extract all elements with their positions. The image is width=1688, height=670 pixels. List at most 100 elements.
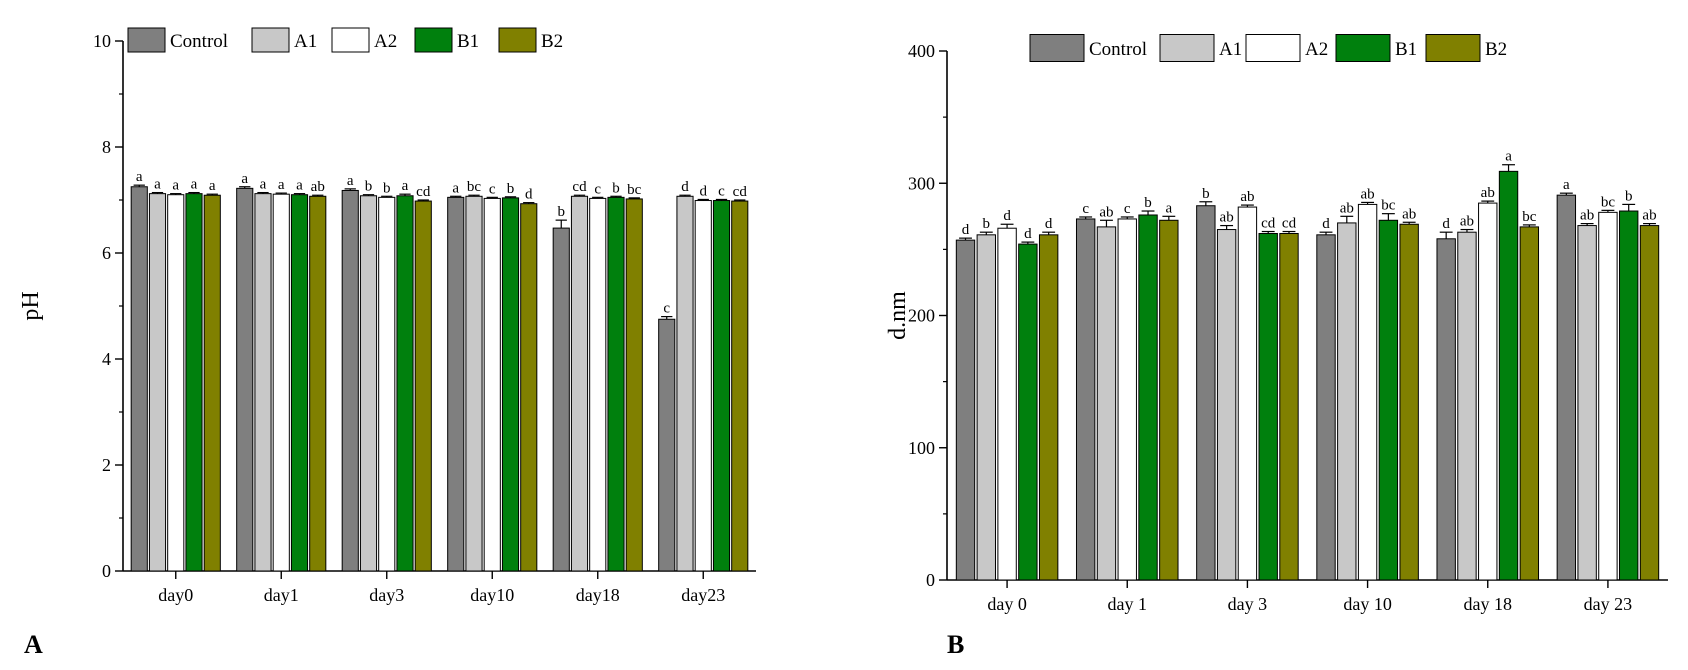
- significance-letter: ab: [1240, 189, 1254, 205]
- panel-label: B: [947, 630, 964, 659]
- significance-letter: cd: [1261, 216, 1276, 232]
- significance-letter: d: [962, 222, 970, 238]
- bar-a1-day23: [676, 195, 694, 572]
- significance-letter: d: [525, 187, 533, 203]
- y-axis-label: d.nm: [885, 291, 911, 340]
- bar-control-day-1: [1075, 218, 1096, 581]
- x-tick-label: day 23: [1584, 594, 1633, 614]
- y-tick-label: 6: [102, 243, 111, 263]
- bar-a1-day-1: [1096, 226, 1117, 581]
- significance-letter: bc: [627, 182, 642, 198]
- legend-label-b1: B1: [1395, 39, 1417, 60]
- bar-control-day3: [341, 189, 359, 572]
- significance-letter: d: [1045, 216, 1053, 232]
- significance-letter: a: [241, 171, 248, 187]
- bar-b1-day1: [290, 194, 309, 572]
- significance-letter: ab: [1340, 200, 1354, 216]
- bar-control-day18: [552, 227, 570, 572]
- bar-b2-day-1: [1159, 219, 1179, 581]
- bar-b2-day23: [731, 200, 749, 572]
- bar-b1-day23: [712, 200, 731, 572]
- significance-letter: b: [983, 216, 991, 232]
- x-tick-label: day0: [158, 585, 193, 605]
- significance-letter: c: [663, 301, 670, 317]
- significance-letter: bc: [1522, 209, 1537, 225]
- bar-control-day-3: [1196, 205, 1216, 581]
- significance-letter: b: [1202, 186, 1210, 202]
- bar-a1-day0: [148, 193, 167, 572]
- significance-letter: a: [278, 177, 285, 193]
- bar-b1-day3: [396, 195, 414, 572]
- x-tick-label: day 1: [1108, 594, 1148, 614]
- legend-swatch-b2: [498, 27, 537, 53]
- bar-a1-day-18: [1457, 231, 1477, 581]
- significance-letter: a: [296, 178, 303, 194]
- bar-b1-day10: [501, 197, 520, 572]
- significance-letter: b: [507, 181, 515, 197]
- significance-letter: ab: [1360, 186, 1374, 202]
- significance-letter: cd: [572, 179, 587, 195]
- significance-letter: d: [681, 179, 689, 195]
- legend-swatch-a2: [331, 27, 370, 53]
- legend: Control A1 A2 B1 B2: [127, 27, 563, 53]
- significance-letter: b: [365, 179, 373, 195]
- significance-letter: a: [1563, 177, 1570, 193]
- significance-letter: c: [1082, 201, 1089, 217]
- y-tick-label: 400: [908, 41, 935, 61]
- bar-b2-day10: [520, 203, 538, 572]
- bar-a2-day-0: [997, 227, 1017, 581]
- bar-b2-day1: [309, 195, 327, 572]
- significance-letter: b: [612, 180, 620, 196]
- significance-letter: a: [1505, 149, 1512, 165]
- y-tick-label: 4: [102, 349, 111, 369]
- panel-label: A: [24, 630, 43, 659]
- y-tick-label: 0: [926, 570, 935, 590]
- bar-control-day-18: [1436, 238, 1456, 581]
- significance-letter: cd: [1282, 216, 1297, 232]
- bar-control-day-10: [1316, 234, 1336, 581]
- significance-letter: c: [594, 181, 601, 197]
- significance-letter: b: [383, 180, 391, 196]
- x-tick-label: day3: [369, 585, 404, 605]
- bar-b1-day-0: [1018, 243, 1038, 581]
- bar-a1-day-10: [1337, 222, 1357, 581]
- y-tick-label: 8: [102, 137, 111, 157]
- x-tick-label: day10: [470, 585, 514, 605]
- x-tick-label: day 10: [1343, 594, 1392, 614]
- bar-b1-day-18: [1498, 170, 1519, 581]
- legend-label-a1: A1: [294, 31, 317, 52]
- significance-letter: ab: [1580, 208, 1594, 224]
- legend-label-b1: B1: [457, 31, 479, 52]
- x-tick-label: day 18: [1464, 594, 1513, 614]
- bar-b1-day-3: [1258, 233, 1278, 581]
- significance-letter: c: [1124, 201, 1131, 217]
- legend-label-control: Control: [170, 31, 228, 52]
- x-tick-label: day18: [576, 585, 620, 605]
- y-tick-label: 100: [908, 438, 935, 458]
- x-tick-label: day23: [681, 585, 725, 605]
- legend: Control A1 A2 B1 B2: [1029, 34, 1507, 62]
- legend-swatch-control: [127, 27, 166, 53]
- y-tick-label: 200: [908, 306, 935, 326]
- legend-label-a2: A2: [374, 31, 397, 52]
- y-tick-label: 2: [102, 455, 111, 475]
- significance-letter: a: [452, 180, 459, 196]
- legend-swatch-a1: [1159, 34, 1215, 62]
- bar-a1-day10: [465, 195, 483, 572]
- bar-b2-day-0: [1038, 234, 1059, 581]
- bar-b2-day-3: [1279, 233, 1299, 581]
- legend-label-a2: A2: [1305, 39, 1328, 60]
- x-tick-label: day 0: [987, 594, 1027, 614]
- significance-letter: d: [1003, 208, 1011, 224]
- x-tick-label: day 3: [1228, 594, 1268, 614]
- bar-b2-day3: [414, 200, 432, 572]
- bar-a2-day0: [167, 194, 185, 572]
- significance-letter: cd: [733, 184, 748, 200]
- significance-letter: a: [347, 173, 354, 189]
- significance-letter: d: [1322, 216, 1330, 232]
- bar-control-day1: [236, 187, 254, 572]
- bar-b1-day0: [185, 193, 203, 572]
- bar-b1-day-1: [1138, 214, 1158, 581]
